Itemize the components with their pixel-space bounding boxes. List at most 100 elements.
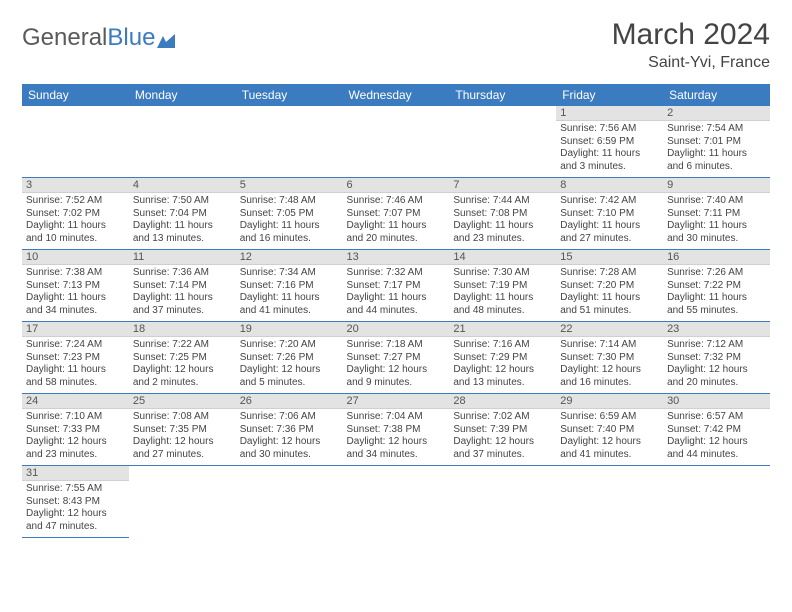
sunrise-text: Sunrise: 7:02 AM [453,411,552,424]
day-body: Sunrise: 7:18 AMSunset: 7:27 PMDaylight:… [343,337,450,393]
day-number: 11 [129,250,236,265]
weekday-header: Monday [129,84,236,106]
daylight-text: Daylight: 12 hours and 5 minutes. [240,364,339,389]
calendar-cell: 20Sunrise: 7:18 AMSunset: 7:27 PMDayligh… [343,322,450,394]
day-body: Sunrise: 7:12 AMSunset: 7:32 PMDaylight:… [663,337,770,393]
calendar-cell: 31Sunrise: 7:55 AMSunset: 8:43 PMDayligh… [22,466,129,538]
sunset-text: Sunset: 7:22 PM [667,280,766,293]
sunrise-text: Sunrise: 7:42 AM [560,195,659,208]
calendar-cell: 3Sunrise: 7:52 AMSunset: 7:02 PMDaylight… [22,178,129,250]
daylight-text: Daylight: 12 hours and 23 minutes. [26,436,125,461]
day-number: 27 [343,394,450,409]
sunrise-text: Sunrise: 7:04 AM [347,411,446,424]
daylight-text: Daylight: 11 hours and 27 minutes. [560,220,659,245]
calendar-cell: 27Sunrise: 7:04 AMSunset: 7:38 PMDayligh… [343,394,450,466]
daylight-text: Daylight: 12 hours and 20 minutes. [667,364,766,389]
daylight-text: Daylight: 12 hours and 13 minutes. [453,364,552,389]
day-body: Sunrise: 7:55 AMSunset: 8:43 PMDaylight:… [22,481,129,537]
daylight-text: Daylight: 11 hours and 3 minutes. [560,148,659,173]
day-body: Sunrise: 7:56 AMSunset: 6:59 PMDaylight:… [556,121,663,177]
day-body: Sunrise: 7:24 AMSunset: 7:23 PMDaylight:… [22,337,129,393]
day-number: 1 [556,106,663,121]
day-number: 10 [22,250,129,265]
sunset-text: Sunset: 7:02 PM [26,208,125,221]
sunrise-text: Sunrise: 7:46 AM [347,195,446,208]
day-number: 17 [22,322,129,337]
calendar-row: . . . . . 1Sunrise: 7:56 AMSunset: 6:59 … [22,106,770,178]
sunrise-text: Sunrise: 7:28 AM [560,267,659,280]
calendar-cell: 10Sunrise: 7:38 AMSunset: 7:13 PMDayligh… [22,250,129,322]
day-number: 7 [449,178,556,193]
sunrise-text: Sunrise: 7:55 AM [26,483,125,496]
calendar-cell: 30Sunrise: 6:57 AMSunset: 7:42 PMDayligh… [663,394,770,466]
day-body: Sunrise: 7:54 AMSunset: 7:01 PMDaylight:… [663,121,770,177]
daylight-text: Daylight: 11 hours and 13 minutes. [133,220,232,245]
day-body: Sunrise: 7:48 AMSunset: 7:05 PMDaylight:… [236,193,343,249]
day-number: 24 [22,394,129,409]
daylight-text: Daylight: 12 hours and 47 minutes. [26,508,125,533]
day-number: 23 [663,322,770,337]
day-body: Sunrise: 7:08 AMSunset: 7:35 PMDaylight:… [129,409,236,465]
calendar-cell: . [449,466,556,538]
calendar-cell: 2Sunrise: 7:54 AMSunset: 7:01 PMDaylight… [663,106,770,178]
calendar-cell: . [343,466,450,538]
sunset-text: Sunset: 7:11 PM [667,208,766,221]
sunrise-text: Sunrise: 7:44 AM [453,195,552,208]
sunrise-text: Sunrise: 7:56 AM [560,123,659,136]
sunset-text: Sunset: 7:13 PM [26,280,125,293]
day-body: Sunrise: 7:28 AMSunset: 7:20 PMDaylight:… [556,265,663,321]
daylight-text: Daylight: 11 hours and 30 minutes. [667,220,766,245]
day-body: Sunrise: 7:06 AMSunset: 7:36 PMDaylight:… [236,409,343,465]
weekday-header: Saturday [663,84,770,106]
day-number: 4 [129,178,236,193]
daylight-text: Daylight: 11 hours and 48 minutes. [453,292,552,317]
day-number: 15 [556,250,663,265]
sunset-text: Sunset: 7:40 PM [560,424,659,437]
sunrise-text: Sunrise: 7:36 AM [133,267,232,280]
day-number: 30 [663,394,770,409]
sunset-text: Sunset: 7:29 PM [453,352,552,365]
day-number: 29 [556,394,663,409]
sunrise-text: Sunrise: 7:32 AM [347,267,446,280]
day-number: 5 [236,178,343,193]
daylight-text: Daylight: 11 hours and 23 minutes. [453,220,552,245]
sunrise-text: Sunrise: 7:18 AM [347,339,446,352]
calendar-cell: 11Sunrise: 7:36 AMSunset: 7:14 PMDayligh… [129,250,236,322]
daylight-text: Daylight: 12 hours and 37 minutes. [453,436,552,461]
calendar-cell: 6Sunrise: 7:46 AMSunset: 7:07 PMDaylight… [343,178,450,250]
day-body: Sunrise: 7:30 AMSunset: 7:19 PMDaylight:… [449,265,556,321]
daylight-text: Daylight: 11 hours and 44 minutes. [347,292,446,317]
daylight-text: Daylight: 11 hours and 37 minutes. [133,292,232,317]
daylight-text: Daylight: 12 hours and 34 minutes. [347,436,446,461]
flag-icon [157,27,175,41]
daylight-text: Daylight: 12 hours and 9 minutes. [347,364,446,389]
daylight-text: Daylight: 11 hours and 16 minutes. [240,220,339,245]
calendar-cell: 23Sunrise: 7:12 AMSunset: 7:32 PMDayligh… [663,322,770,394]
sunrise-text: Sunrise: 7:26 AM [667,267,766,280]
day-number: 25 [129,394,236,409]
sunset-text: Sunset: 7:35 PM [133,424,232,437]
calendar-cell: . [22,106,129,178]
daylight-text: Daylight: 11 hours and 20 minutes. [347,220,446,245]
calendar-cell: 26Sunrise: 7:06 AMSunset: 7:36 PMDayligh… [236,394,343,466]
day-number: 2 [663,106,770,121]
sunset-text: Sunset: 7:42 PM [667,424,766,437]
sunset-text: Sunset: 7:32 PM [667,352,766,365]
calendar-cell: 9Sunrise: 7:40 AMSunset: 7:11 PMDaylight… [663,178,770,250]
day-body: Sunrise: 7:46 AMSunset: 7:07 PMDaylight:… [343,193,450,249]
sunrise-text: Sunrise: 7:22 AM [133,339,232,352]
sunset-text: Sunset: 7:25 PM [133,352,232,365]
day-number: 6 [343,178,450,193]
sunrise-text: Sunrise: 6:59 AM [560,411,659,424]
weekday-header: Friday [556,84,663,106]
day-number: 13 [343,250,450,265]
weekday-header: Wednesday [343,84,450,106]
calendar-row: 31Sunrise: 7:55 AMSunset: 8:43 PMDayligh… [22,466,770,538]
calendar-cell: 17Sunrise: 7:24 AMSunset: 7:23 PMDayligh… [22,322,129,394]
day-number: 3 [22,178,129,193]
day-number: 26 [236,394,343,409]
day-body: Sunrise: 7:14 AMSunset: 7:30 PMDaylight:… [556,337,663,393]
calendar-cell: 16Sunrise: 7:26 AMSunset: 7:22 PMDayligh… [663,250,770,322]
day-number: 31 [22,466,129,481]
sunset-text: Sunset: 7:04 PM [133,208,232,221]
